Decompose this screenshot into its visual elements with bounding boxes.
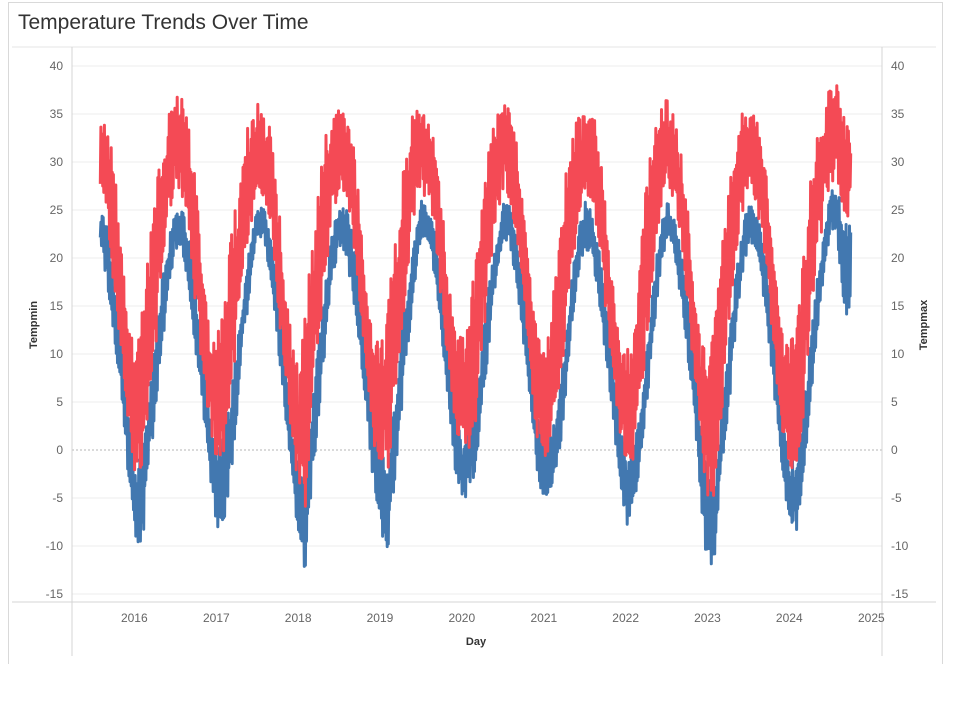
y-tick-label-left: 25 — [50, 203, 64, 217]
y-tick-label-left: -15 — [46, 587, 64, 601]
y-tick-label-left: 10 — [50, 347, 64, 361]
y-tick-label-right: 10 — [891, 347, 905, 361]
y-tick-label-left: 20 — [50, 251, 64, 265]
y-axis-title-left: Tempmin — [28, 301, 40, 349]
y-tick-label-left: -10 — [46, 539, 64, 553]
chart-frame — [8, 2, 943, 664]
x-tick-label: 2023 — [694, 611, 721, 625]
series-line-tempmin — [98, 189, 853, 568]
x-tick-label: 2019 — [367, 611, 394, 625]
x-tick-label: 2017 — [203, 611, 230, 625]
y-tick-label-left: 35 — [50, 107, 64, 121]
y-tick-label-right: 20 — [891, 251, 905, 265]
series-line-tempmax — [98, 84, 853, 508]
chart-title: Temperature Trends Over Time — [18, 11, 309, 34]
y-tick-label-left: 0 — [56, 443, 63, 457]
x-tick-label: 2022 — [612, 611, 639, 625]
x-tick-label: 2024 — [776, 611, 803, 625]
x-axis-title: Day — [466, 636, 487, 648]
chart-series — [98, 84, 853, 568]
y-tick-label-left: 15 — [50, 299, 64, 313]
chart-axes — [12, 46, 936, 656]
y-tick-label-left: 5 — [56, 395, 63, 409]
y-tick-label-right: -15 — [891, 587, 909, 601]
y-tick-label-right: -10 — [891, 539, 909, 553]
y-tick-label-right: 25 — [891, 203, 905, 217]
x-tick-label: 2025 — [858, 611, 885, 625]
y-axis-title-right: Tempmax — [918, 299, 930, 350]
x-tick-label: 2016 — [121, 611, 148, 625]
grid-lines — [72, 65, 882, 595]
x-tick-label: 2021 — [530, 611, 557, 625]
y-tick-label-left: -5 — [52, 491, 63, 505]
y-tick-label-left: 40 — [50, 59, 64, 73]
y-tick-label-right: 5 — [891, 395, 898, 409]
y-tick-label-right: 30 — [891, 155, 905, 169]
y-tick-label-right: 0 — [891, 443, 898, 457]
y-tick-label-right: 15 — [891, 299, 905, 313]
x-tick-label: 2018 — [285, 611, 312, 625]
y-tick-label-right: 40 — [891, 59, 905, 73]
y-tick-label-left: 30 — [50, 155, 64, 169]
x-tick-label: 2020 — [448, 611, 475, 625]
y-tick-label-right: 35 — [891, 107, 905, 121]
y-tick-label-right: -5 — [891, 491, 902, 505]
